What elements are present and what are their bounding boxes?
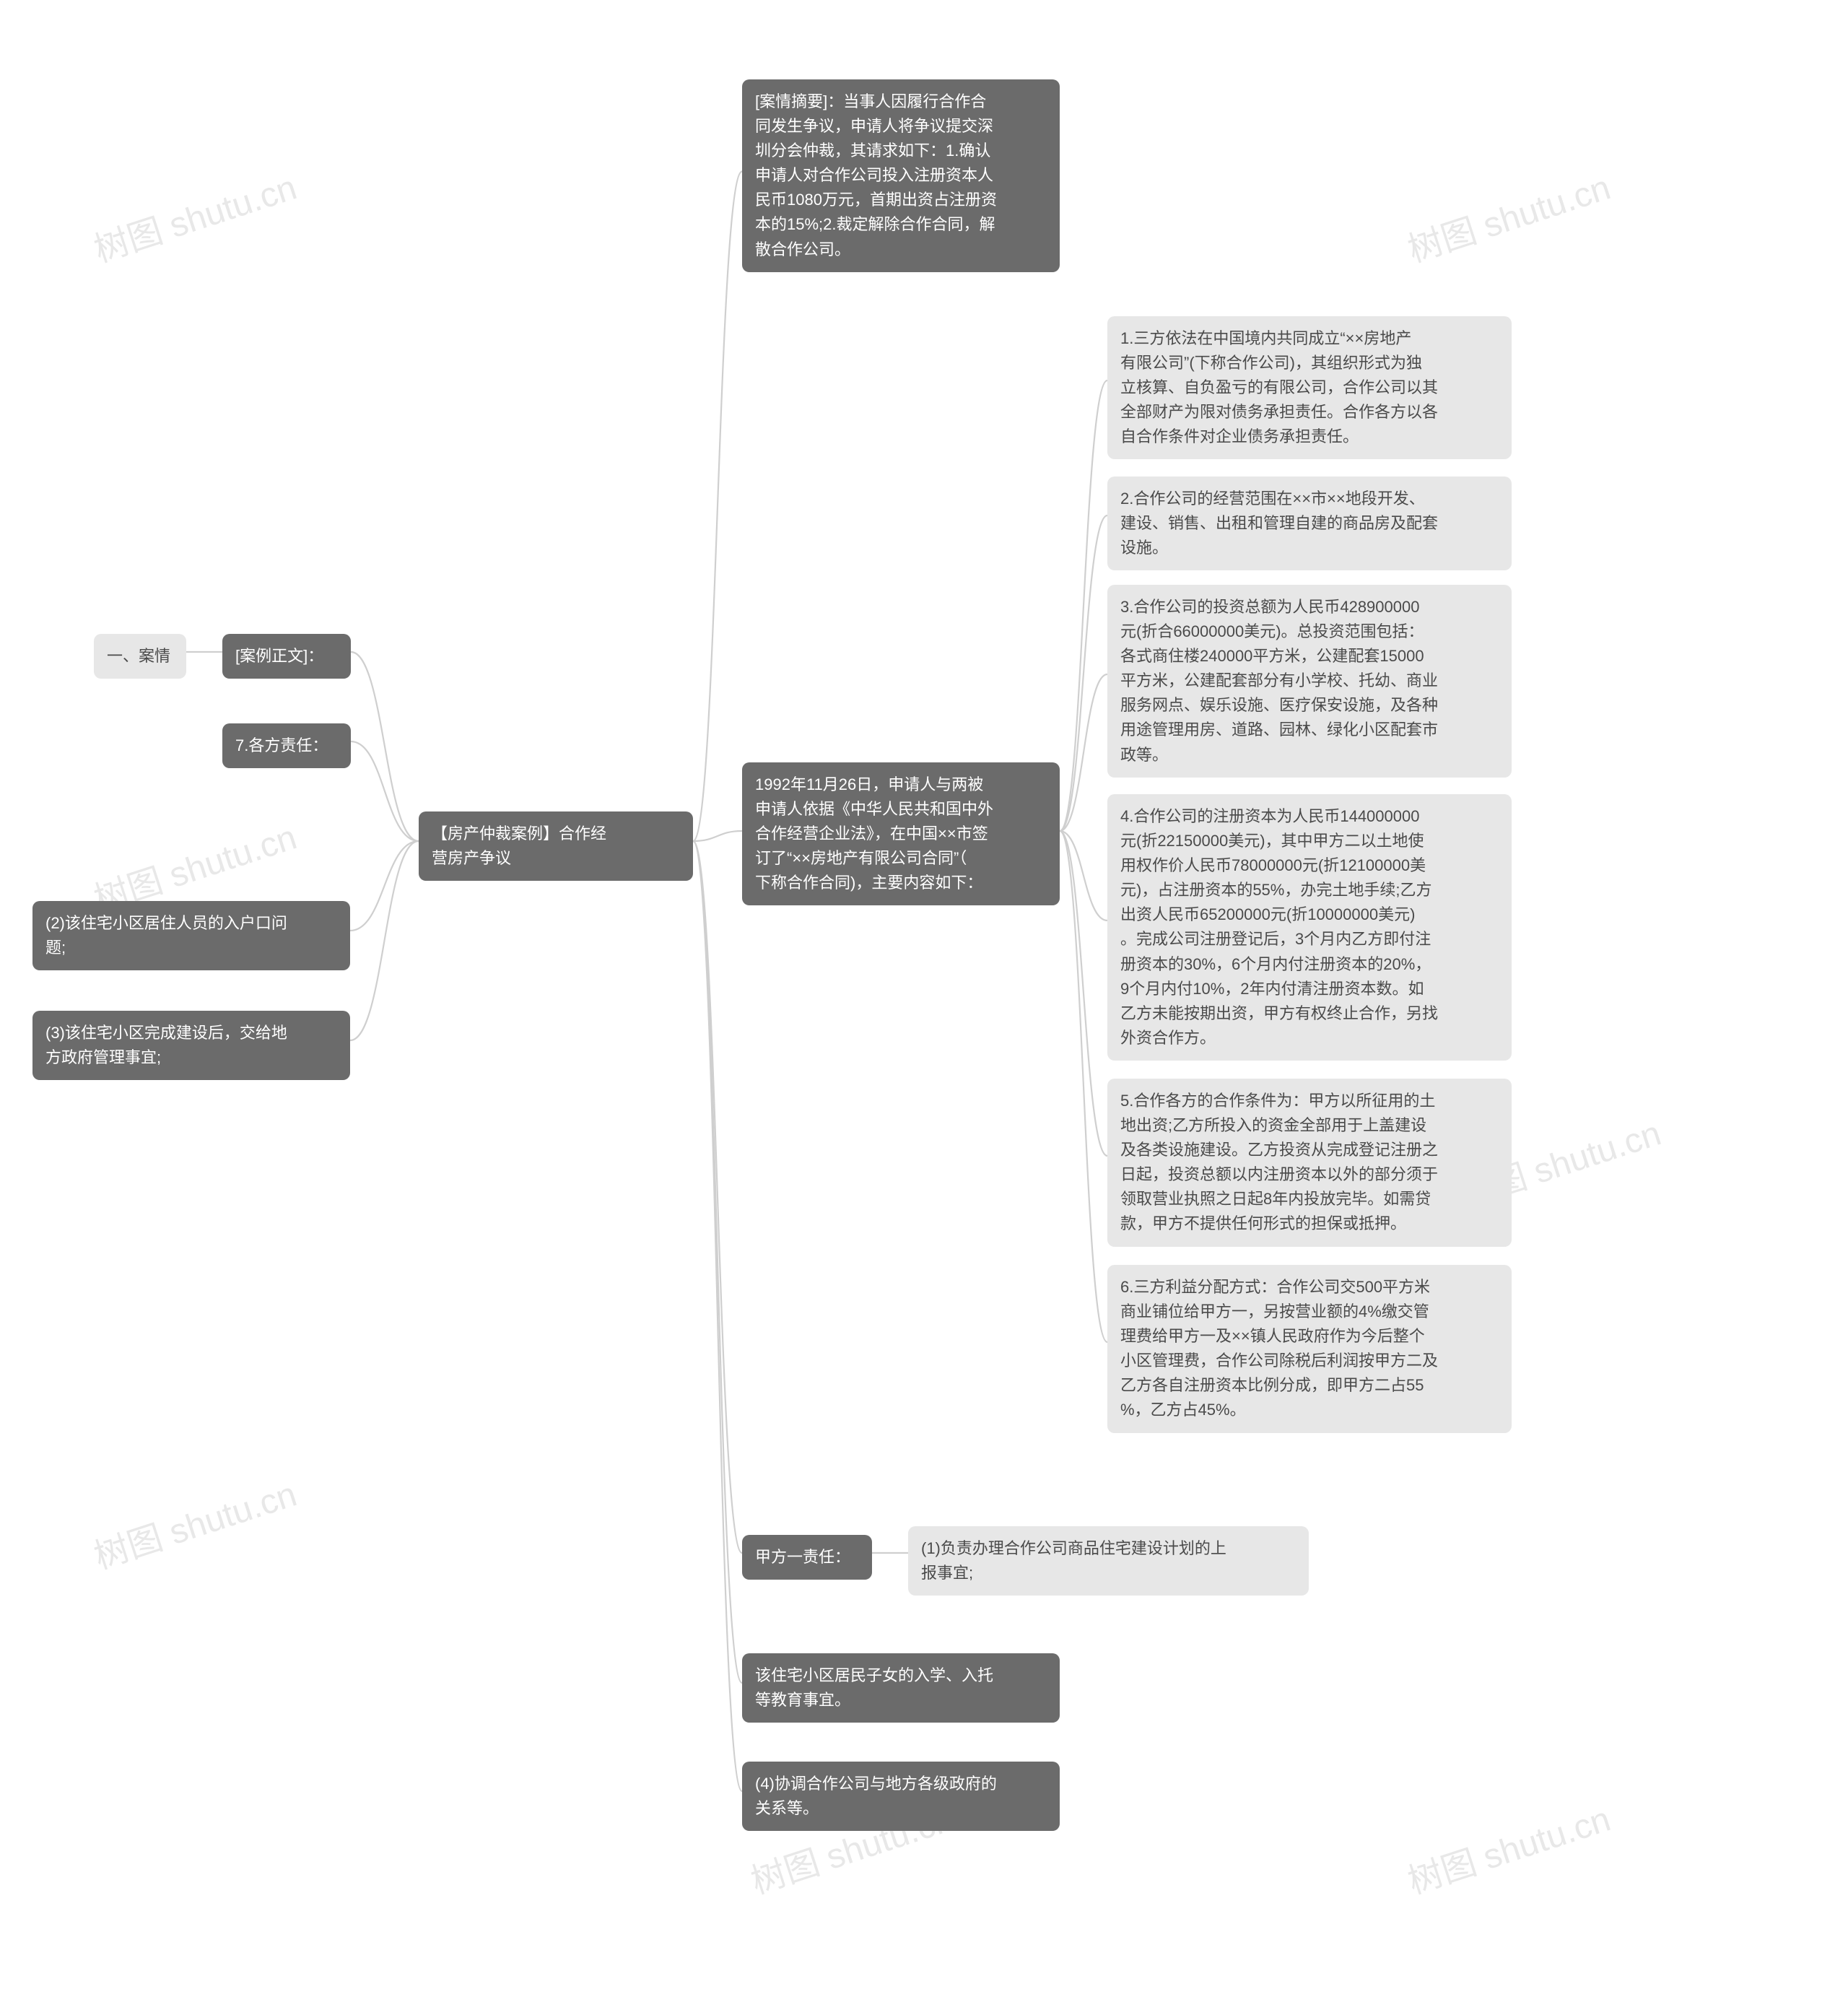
- watermark: 树图 shutu.cn: [87, 1466, 302, 1578]
- node-sub3[interactable]: 3.合作公司的投资总额为人民币428900000元(折合66000000美元)。…: [1107, 585, 1512, 778]
- node-sub1[interactable]: 1.三方依法在中国境内共同成立“××房地产有限公司”(下称合作公司)，其组织形式…: [1107, 316, 1512, 459]
- node-responsibilities[interactable]: 7.各方责任：: [222, 723, 351, 768]
- watermark: 树图 shutu.cn: [87, 159, 302, 271]
- node-left-point2[interactable]: (2)该住宅小区居住人员的入户口问题;: [32, 901, 350, 970]
- node-contract[interactable]: 1992年11月26日，申请人与两被申请人依据《中华人民共和国中外合作经营企业法…: [742, 762, 1060, 905]
- node-sub5[interactable]: 5.合作各方的合作条件为：甲方以所征用的土地出资;乙方所投入的资金全部用于上盖建…: [1107, 1079, 1512, 1247]
- node-sub4[interactable]: 4.合作公司的注册资本为人民币144000000元(折22150000美元)，其…: [1107, 794, 1512, 1061]
- node-party-a-detail[interactable]: (1)负责办理合作公司商品住宅建设计划的上报事宜;: [908, 1526, 1309, 1596]
- node-case-heading[interactable]: 一、案情: [94, 634, 186, 679]
- node-case-summary[interactable]: [案情摘要]：当事人因履行合作合同发生争议，申请人将争议提交深圳分会仲裁，其请求…: [742, 79, 1060, 272]
- node-coordination[interactable]: (4)协调合作公司与地方各级政府的关系等。: [742, 1762, 1060, 1831]
- node-education[interactable]: 该住宅小区居民子女的入学、入托等教育事宜。: [742, 1653, 1060, 1723]
- watermark: 树图 shutu.cn: [1400, 1790, 1616, 1903]
- node-sub2[interactable]: 2.合作公司的经营范围在××市××地段开发、建设、销售、出租和管理自建的商品房及…: [1107, 476, 1512, 570]
- watermark: 树图 shutu.cn: [1400, 159, 1616, 271]
- node-party-a[interactable]: 甲方一责任：: [742, 1535, 872, 1580]
- root-node[interactable]: 【房产仲裁案例】合作经营房产争议: [419, 811, 693, 881]
- node-case-body[interactable]: [案例正文]：: [222, 634, 351, 679]
- node-left-point3[interactable]: (3)该住宅小区完成建设后，交给地方政府管理事宜;: [32, 1011, 350, 1080]
- node-sub6[interactable]: 6.三方利益分配方式：合作公司交500平方米商业铺位给甲方一，另按营业额的4%缴…: [1107, 1265, 1512, 1433]
